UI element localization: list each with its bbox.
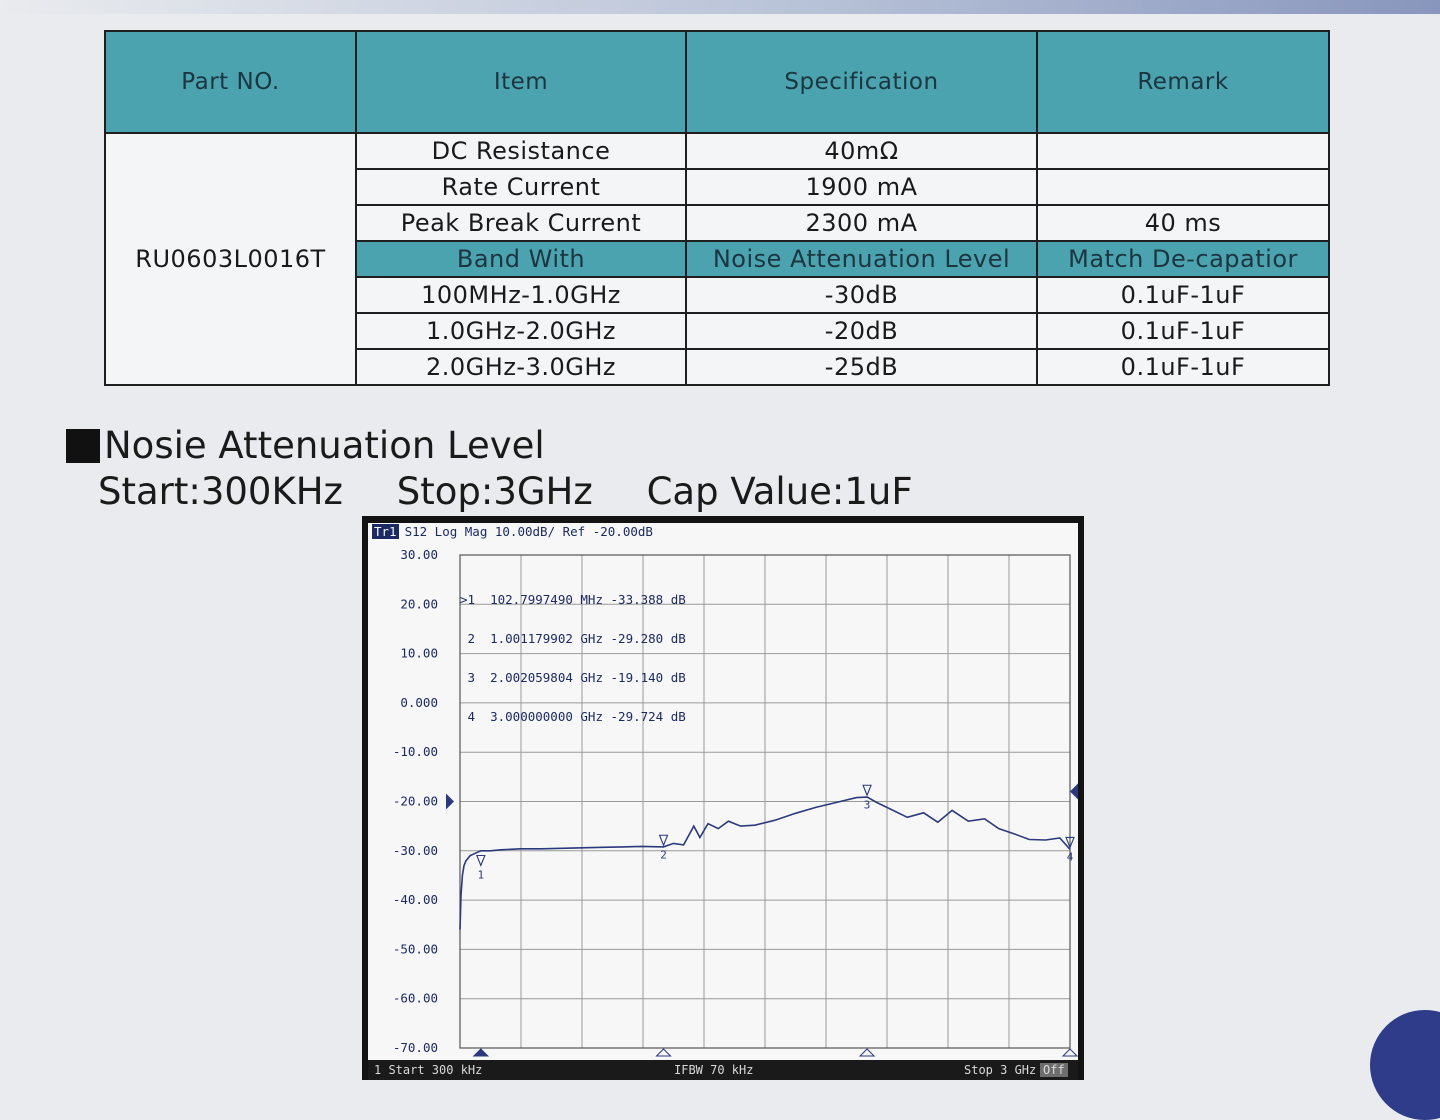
marker-triangle xyxy=(862,784,872,797)
y-tick-label: -50.00 xyxy=(393,941,438,956)
y-tick-label: -20.00 xyxy=(393,794,438,809)
part-number-cell: RU0603L0016T xyxy=(104,132,357,386)
header-specification: Specification xyxy=(685,30,1038,134)
footer-start: 1 Start 300 kHz xyxy=(374,1063,483,1077)
item-cell: DC Resistance xyxy=(355,132,687,170)
cap-value: Cap Value:1uF xyxy=(646,470,913,513)
marker-axis-indicator xyxy=(472,1048,490,1057)
marker-label: 1 xyxy=(478,869,485,882)
plot-frame xyxy=(459,554,1071,1049)
corner-decor xyxy=(1370,1010,1440,1120)
header-part-no: Part NO. xyxy=(104,30,357,134)
remark-cell xyxy=(1036,168,1330,206)
analyzer-display: 30.00 20.00 10.00 0.000 -10.00 -20.00 -30.00 -4… xyxy=(368,523,1078,1080)
remark-cell: 40 ms xyxy=(1036,204,1330,242)
footer-badge: Off xyxy=(1040,1063,1068,1077)
attenuation-chart: 30.00 20.00 10.00 0.000 -10.00 -20.00 -30.00 -4… xyxy=(393,547,1078,1057)
marker-readout-row: 2 1.001179902 GHz -29.280 dB xyxy=(460,631,686,646)
marker-label: 2 xyxy=(660,848,667,861)
marker-readout-row: 4 3.000000000 GHz -29.724 dB xyxy=(460,709,686,724)
marker-readout: >1 102.7997490 MHz -33.388 dB 2 1.001179… xyxy=(460,567,686,749)
marker-triangle xyxy=(476,854,486,867)
remark-cell xyxy=(1036,132,1330,170)
cap-cell: 0.1uF-1uF xyxy=(1036,276,1330,314)
marker-axis-indicator xyxy=(1061,1048,1078,1057)
level-cell: -30dB xyxy=(685,276,1038,314)
cap-cell: 0.1uF-1uF xyxy=(1036,348,1330,386)
y-tick-label: 30.00 xyxy=(400,547,438,562)
cap-cell: 0.1uF-1uF xyxy=(1036,312,1330,350)
marker-readout-row: 3 2.002059804 GHz -19.140 dB xyxy=(460,670,686,685)
ref-level-right-marker xyxy=(1070,783,1078,800)
table-row: 2.0GHz-3.0GHz -25dB 0.1uF-1uF xyxy=(105,348,1330,386)
spec-cell: 2300 mA xyxy=(685,204,1038,242)
marker-label: 3 xyxy=(864,798,871,811)
band-cell: 2.0GHz-3.0GHz xyxy=(355,348,687,386)
bullet-square-icon xyxy=(66,428,100,463)
y-tick-label: -60.00 xyxy=(393,991,438,1006)
band-cell: 100MHz-1.0GHz xyxy=(355,276,687,314)
table-row: RU0603L0016T DC Resistance 40mΩ xyxy=(104,132,1330,386)
section-title: Nosie Attenuation Level xyxy=(104,424,545,467)
footer-ifbw: IFBW 70 kHz xyxy=(674,1063,754,1077)
trace-line xyxy=(459,796,1071,930)
marker-readout-row: >1 102.7997490 MHz -33.388 dB xyxy=(460,592,686,607)
top-decor-band xyxy=(0,0,1440,14)
item-cell: Peak Break Current xyxy=(355,204,687,242)
y-tick-label: 20.00 xyxy=(400,596,438,611)
marker-triangle xyxy=(658,834,669,847)
header-row: Part NO. Item Specification Remark xyxy=(104,30,1330,134)
level-cell: -25dB xyxy=(685,348,1038,386)
marker-triangle xyxy=(1065,836,1075,849)
spec-table: Part NO. Item Specification Remark RU060… xyxy=(104,30,1330,386)
y-tick-label: -10.00 xyxy=(393,744,438,759)
marker-axis-indicator xyxy=(858,1048,876,1057)
stop-frequency: Stop:3GHz xyxy=(396,470,593,513)
trace-title-text: S12 Log Mag 10.00dB/ Ref -20.00dB xyxy=(404,524,653,539)
footer-stop: Stop 3 GHz xyxy=(964,1063,1037,1077)
sub-header-row: Band With Noise Attenuation Level Match … xyxy=(105,240,1330,278)
y-tick-label: -30.00 xyxy=(393,843,438,858)
trace-tag: Tr1 xyxy=(372,524,399,539)
sub-header-band: Band With xyxy=(355,240,687,278)
header-remark: Remark xyxy=(1036,30,1330,134)
start-frequency: Start:300KHz xyxy=(98,470,343,513)
table-row: 1.0GHz-2.0GHz -20dB 0.1uF-1uF xyxy=(105,312,1330,350)
network-analyzer-screen: 30.00 20.00 10.00 0.000 -10.00 -20.00 -30.00 -4… xyxy=(362,516,1084,1080)
ref-level-left-marker xyxy=(446,793,454,810)
table-row: 100MHz-1.0GHz -30dB 0.1uF-1uF xyxy=(105,276,1330,314)
y-tick-label: -70.00 xyxy=(393,1040,438,1055)
y-tick-label: -40.00 xyxy=(393,892,438,907)
spec-cell: 40mΩ xyxy=(685,132,1038,170)
marker-label: 4 xyxy=(1067,850,1074,863)
item-cell: Rate Current xyxy=(355,168,687,206)
table-row: Peak Break Current 2300 mA 40 ms xyxy=(105,204,1330,242)
spec-cell: 1900 mA xyxy=(685,168,1038,206)
section-heading: Nosie Attenuation Level xyxy=(66,424,545,467)
trace-title: Tr1 S12 Log Mag 10.00dB/ Ref -20.00dB xyxy=(372,524,653,539)
marker-axis-indicator xyxy=(655,1048,672,1057)
sub-header-level: Noise Attenuation Level xyxy=(685,240,1038,278)
header-item: Item xyxy=(355,30,687,134)
y-tick-label: 10.00 xyxy=(400,646,438,661)
analyzer-status-bar: 1 Start 300 kHz IFBW 70 kHz Stop 3 GHz O… xyxy=(368,1060,1078,1080)
band-cell: 1.0GHz-2.0GHz xyxy=(355,312,687,350)
measurement-params: Start:300KHz Stop:3GHz Cap Value:1uF xyxy=(98,470,955,513)
y-tick-label: 0.000 xyxy=(400,695,438,710)
sub-header-cap: Match De-capatior xyxy=(1036,240,1330,278)
level-cell: -20dB xyxy=(685,312,1038,350)
table-row: Rate Current 1900 mA xyxy=(105,168,1330,206)
